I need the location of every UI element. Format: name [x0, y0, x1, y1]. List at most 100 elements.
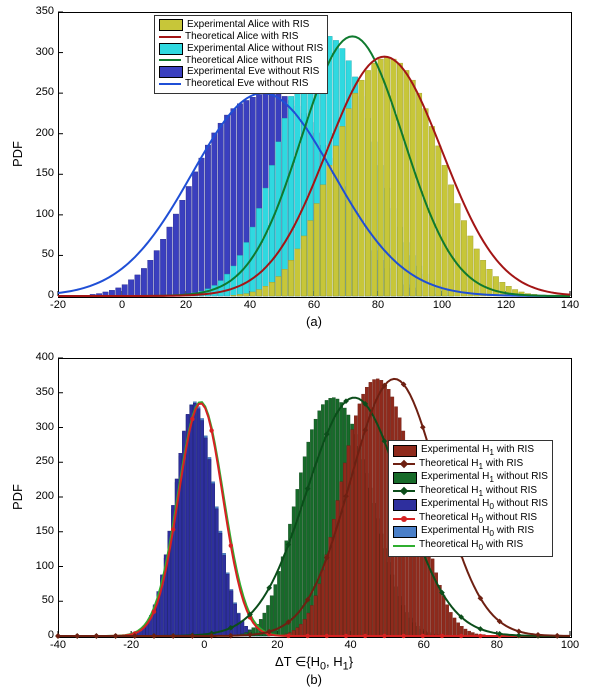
- histogram-bar: [468, 236, 473, 296]
- legend-swatch-line: [393, 463, 415, 465]
- panel-a-caption: (a): [58, 314, 570, 329]
- histogram-bar: [365, 70, 370, 296]
- legend-row: Theoretical H0 without RIS: [393, 512, 548, 526]
- legend-row: Theoretical Alice without RIS: [159, 55, 323, 67]
- histogram-bar: [269, 282, 274, 296]
- histogram-bar: [186, 186, 191, 296]
- histogram-bar: [457, 623, 460, 636]
- histogram-bar: [436, 146, 441, 296]
- histogram-bar: [269, 165, 274, 296]
- histogram-bar: [359, 80, 364, 296]
- histogram-bar: [197, 409, 200, 636]
- histogram-bar: [442, 596, 445, 636]
- histogram-bar: [204, 438, 207, 636]
- y-tick-label: 350: [20, 386, 54, 398]
- legend-swatch-bar: [393, 526, 417, 538]
- x-tick-label: 80: [372, 299, 384, 311]
- histogram-bar: [128, 280, 133, 296]
- histogram-bar: [372, 63, 377, 296]
- legend-row: Experimental Alice without RIS: [159, 43, 323, 55]
- x-tick-label: 40: [344, 639, 356, 651]
- histogram-bar: [446, 605, 449, 636]
- legend-row: Experimental H0 with RIS: [393, 525, 548, 539]
- histogram-bar: [208, 459, 211, 636]
- histogram-bar: [281, 557, 284, 636]
- legend-label: Experimental H0 with RIS: [421, 525, 534, 539]
- y-tick-label: 0: [20, 629, 54, 641]
- histogram-bar: [276, 142, 281, 296]
- legend-row: Theoretical Eve without RIS: [159, 78, 323, 90]
- histogram-bar: [383, 384, 386, 636]
- legend-row: Theoretical H0 with RIS: [393, 539, 548, 553]
- legend-swatch-line: [159, 83, 181, 85]
- histogram-bar: [325, 555, 328, 636]
- histogram-bar: [180, 200, 185, 296]
- histogram-bar: [493, 277, 498, 296]
- histogram-bar: [231, 295, 236, 296]
- histogram-bar: [480, 260, 485, 296]
- y-tick-label: 350: [20, 5, 54, 17]
- y-tick-label: 150: [20, 167, 54, 179]
- y-tick-label: 150: [20, 525, 54, 537]
- y-tick-label: 200: [20, 127, 54, 139]
- histogram-bar: [310, 605, 313, 636]
- histogram-bar: [307, 613, 310, 636]
- figure: PDF (a) Experimental Alice with RISTheor…: [0, 0, 600, 684]
- histogram-bar: [234, 604, 237, 636]
- panel-a-legend: Experimental Alice with RISTheoretical A…: [154, 15, 328, 94]
- y-tick-label: 200: [20, 490, 54, 502]
- histogram-bar: [321, 570, 324, 636]
- histogram-bar: [352, 93, 357, 296]
- legend-label: Experimental Alice with RIS: [187, 19, 309, 31]
- histogram-bar: [303, 457, 306, 636]
- histogram-bar: [376, 379, 379, 636]
- histogram-bar: [347, 446, 350, 636]
- histogram-bar: [314, 203, 319, 296]
- histogram-bar: [226, 574, 229, 636]
- histogram-bar: [416, 93, 421, 296]
- histogram-bar: [455, 203, 460, 296]
- histogram-bar: [301, 236, 306, 296]
- x-tick-label: 0: [201, 639, 207, 651]
- histogram-bar: [212, 133, 217, 296]
- y-tick-label: 50: [20, 594, 54, 606]
- x-tick-label: 60: [308, 299, 320, 311]
- histogram-bar: [263, 188, 268, 296]
- histogram-bar: [453, 618, 456, 636]
- histogram-bar: [380, 380, 383, 636]
- y-tick-label: 250: [20, 86, 54, 98]
- legend-row: Theoretical Alice with RIS: [159, 31, 323, 43]
- legend-label: Theoretical H0 with RIS: [419, 539, 523, 553]
- histogram-bar: [448, 185, 453, 296]
- histogram-bar: [327, 165, 332, 296]
- histogram-bar: [340, 482, 343, 636]
- legend-swatch-bar: [393, 472, 417, 484]
- histogram-bar: [199, 158, 204, 296]
- y-tick-label: 0: [20, 289, 54, 301]
- histogram-bar: [354, 416, 357, 636]
- histogram-bar: [148, 260, 153, 296]
- x-tick-label: 80: [491, 639, 503, 651]
- histogram-bar: [314, 596, 317, 636]
- y-tick-label: 100: [20, 560, 54, 572]
- histogram-bar: [296, 628, 299, 636]
- histogram-bar: [320, 185, 325, 296]
- x-tick-label: -20: [123, 639, 139, 651]
- histogram-bar: [333, 146, 338, 296]
- x-tick-label: 100: [561, 639, 579, 651]
- legend-label: Experimental H1 with RIS: [421, 444, 534, 458]
- histogram-bar: [160, 239, 165, 296]
- histogram-bar: [135, 275, 140, 296]
- y-tick-label: 300: [20, 46, 54, 58]
- histogram-bar: [219, 533, 222, 636]
- histogram-bar: [192, 172, 197, 296]
- histogram-bar: [318, 584, 321, 636]
- histogram-bar: [487, 269, 492, 296]
- legend-row: Experimental H1 without RIS: [393, 471, 548, 485]
- legend-row: Experimental Alice with RIS: [159, 19, 323, 31]
- histogram-bar: [276, 277, 281, 296]
- histogram-bar: [378, 59, 383, 296]
- histogram-bar: [212, 484, 215, 636]
- legend-swatch-line: [393, 545, 415, 547]
- histogram-bar: [461, 221, 466, 296]
